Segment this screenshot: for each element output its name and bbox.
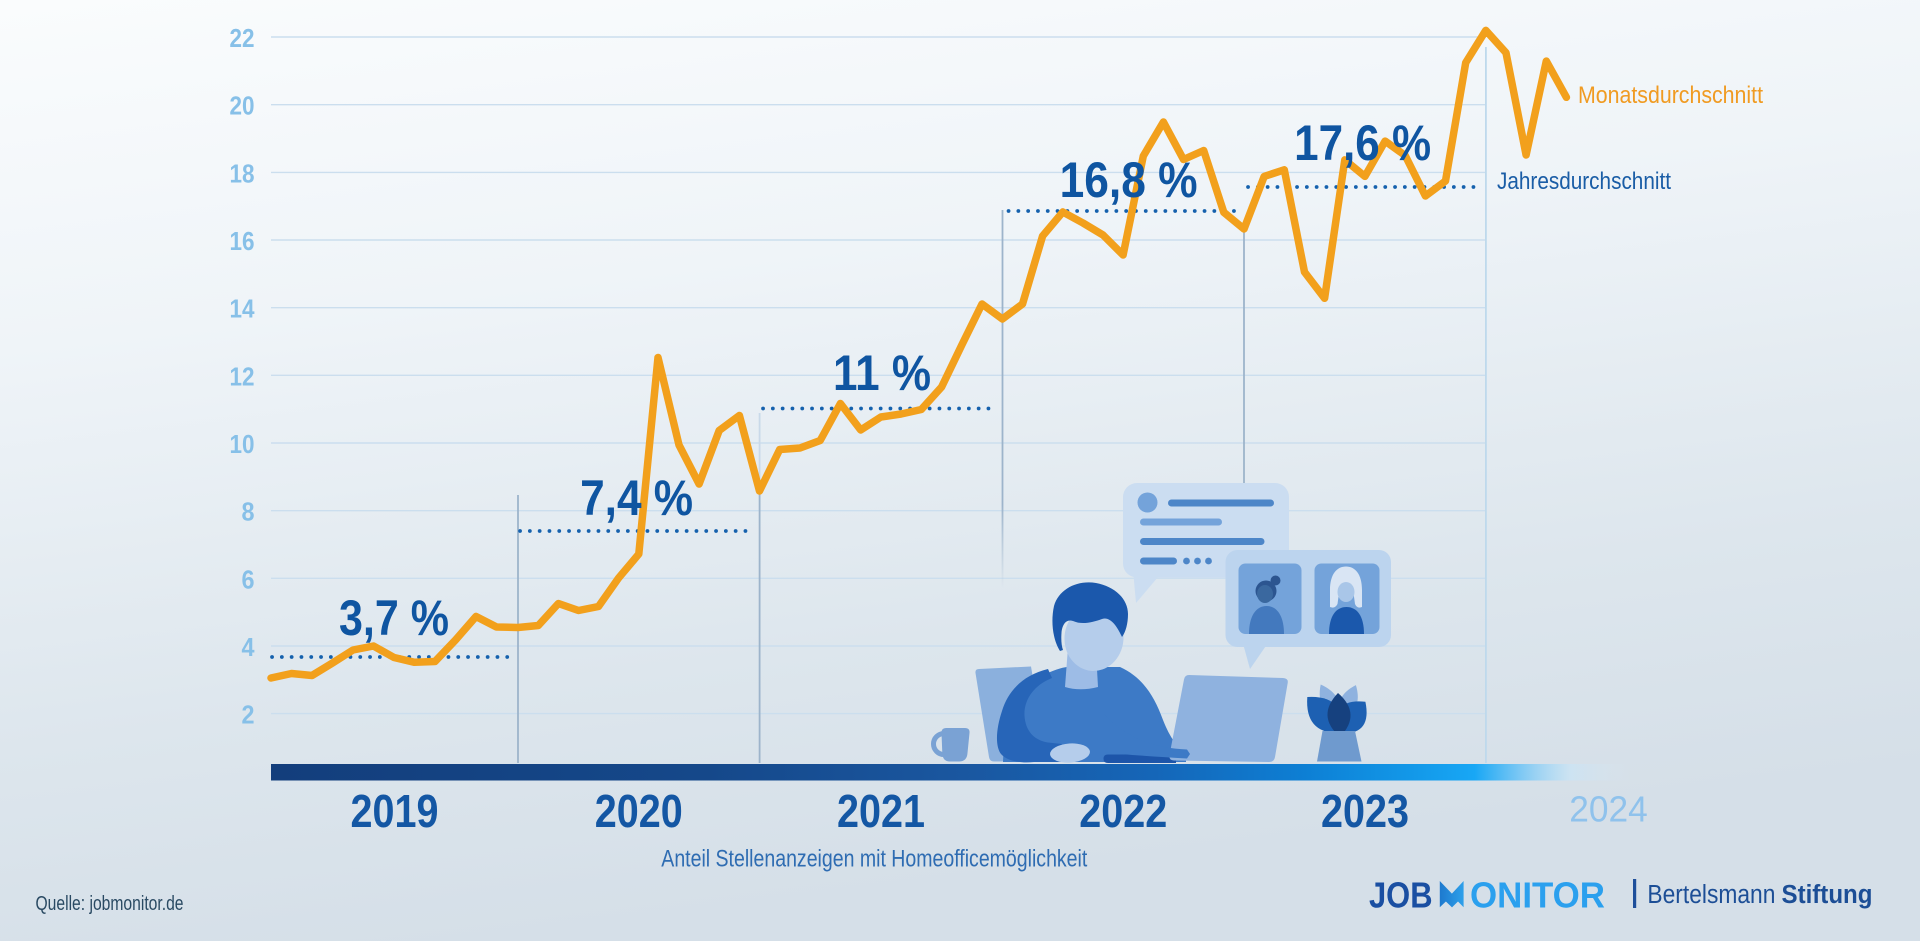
svg-text:10: 10 <box>230 429 255 459</box>
svg-text:16,8 %: 16,8 % <box>1060 152 1198 208</box>
svg-text:22: 22 <box>230 23 255 53</box>
svg-text:Bertelsmann: Bertelsmann <box>1647 881 1775 909</box>
svg-text:Jahresdurchschnitt: Jahresdurchschnitt <box>1497 168 1671 195</box>
svg-text:18: 18 <box>230 158 255 188</box>
svg-text:17,6 %: 17,6 % <box>1294 115 1431 171</box>
svg-text:16: 16 <box>230 226 255 256</box>
svg-text:2023: 2023 <box>1321 785 1409 837</box>
svg-text:2020: 2020 <box>595 785 683 837</box>
svg-text:2022: 2022 <box>1079 785 1167 837</box>
svg-text:Stiftung: Stiftung <box>1782 881 1873 909</box>
svg-text:14: 14 <box>230 294 255 324</box>
svg-text:8: 8 <box>242 497 255 527</box>
svg-text:Anteil Stellenanzeigen mit Hom: Anteil Stellenanzeigen mit Homeofficemög… <box>661 846 1087 873</box>
svg-text:3,7 %: 3,7 % <box>339 590 449 646</box>
svg-text:2021: 2021 <box>837 785 925 837</box>
svg-text:20: 20 <box>230 91 255 121</box>
svg-text:2019: 2019 <box>351 785 439 837</box>
svg-text:12: 12 <box>230 361 255 391</box>
svg-text:JOB: JOB <box>1369 875 1433 916</box>
svg-text:4: 4 <box>242 632 255 662</box>
svg-text:6: 6 <box>242 564 255 594</box>
svg-text:Quelle: jobmonitor.de: Quelle: jobmonitor.de <box>36 892 184 915</box>
svg-text:Monatsdurchschnitt: Monatsdurchschnitt <box>1578 82 1763 109</box>
svg-text:11 %: 11 % <box>833 345 931 401</box>
svg-text:7,4 %: 7,4 % <box>580 470 693 526</box>
svg-text:2024: 2024 <box>1569 789 1648 830</box>
svg-text:ONITOR: ONITOR <box>1470 875 1605 916</box>
svg-text:2: 2 <box>242 700 255 730</box>
